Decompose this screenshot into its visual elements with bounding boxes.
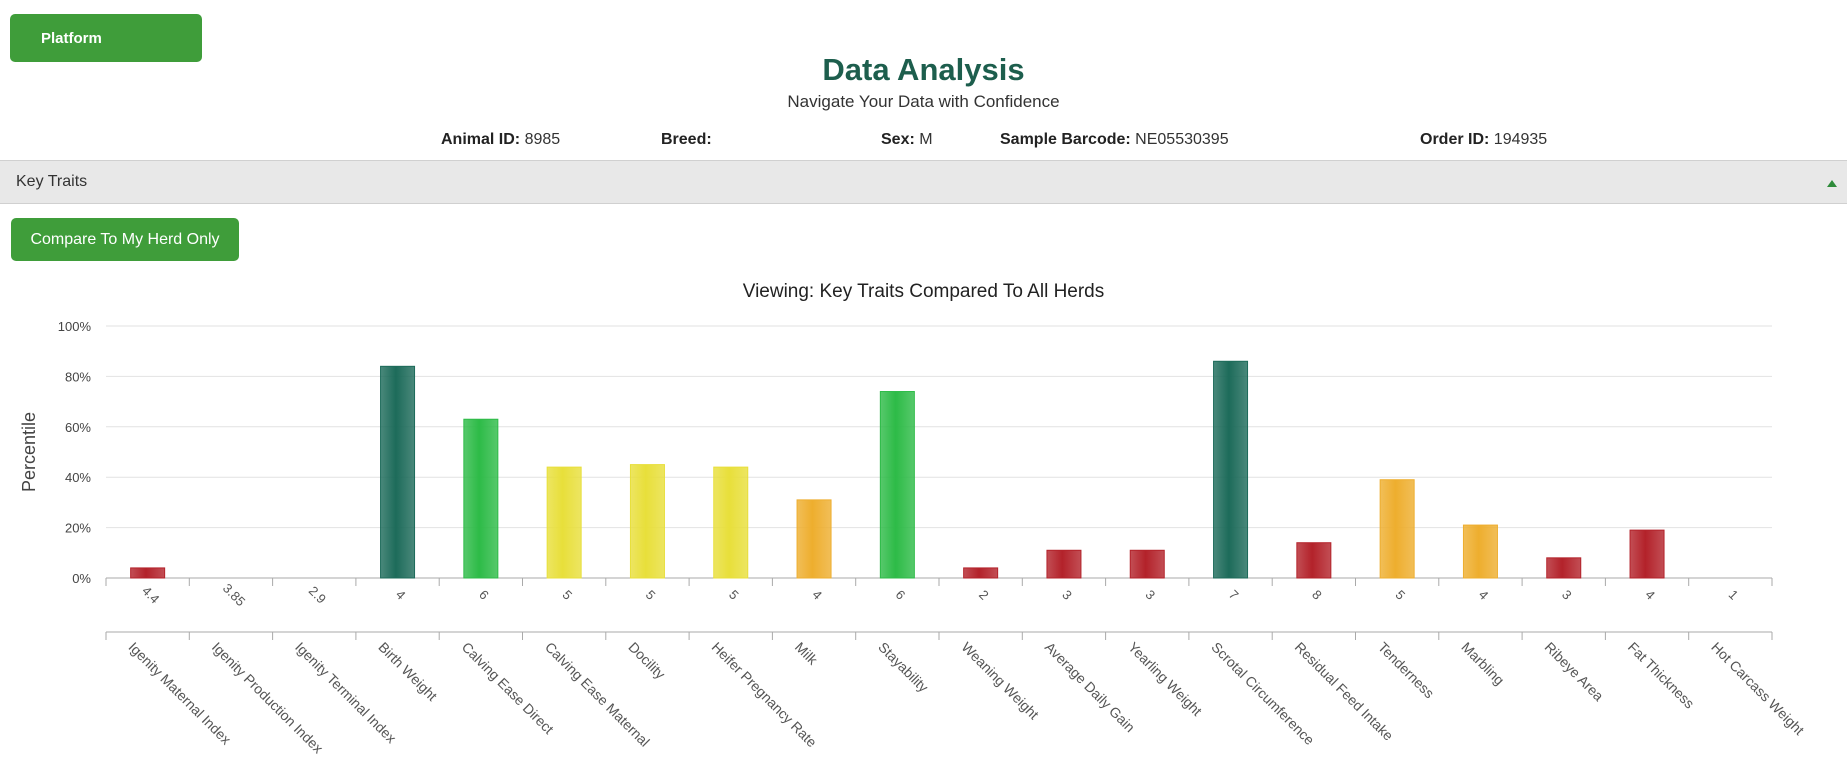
score-label: 4 xyxy=(809,587,825,603)
score-label: 3.85 xyxy=(220,581,249,610)
bar xyxy=(380,365,416,579)
bar xyxy=(463,418,499,579)
barcode-value: NE05530395 xyxy=(1135,131,1229,148)
category-label: Weaning Weight xyxy=(959,639,1043,723)
bar xyxy=(1462,524,1498,579)
category-label: Birth Weight xyxy=(375,639,440,704)
breed-label: Breed: xyxy=(661,131,712,148)
chart-title: Viewing: Key Traits Compared To All Herd… xyxy=(742,281,1105,302)
key-traits-label: Key Traits xyxy=(16,173,88,190)
category-label: Marbling xyxy=(1458,639,1507,688)
score-label: 4 xyxy=(1642,587,1658,603)
category-label: Hot Carcass Weight xyxy=(1708,639,1807,738)
score-label: 3 xyxy=(1559,587,1575,603)
page-subtitle: Navigate Your Data with Confidence xyxy=(787,92,1060,111)
animal-id-label: Animal ID: xyxy=(441,131,521,148)
category-label: Average Daily Gain xyxy=(1042,639,1138,735)
bar xyxy=(1379,479,1415,579)
score-label: 7 xyxy=(1226,587,1242,603)
score-label: 5 xyxy=(559,587,575,603)
score-label: 3 xyxy=(1143,587,1159,603)
bar xyxy=(1129,549,1165,579)
sex-value: M xyxy=(919,131,933,148)
bar xyxy=(1629,529,1665,579)
score-label: 4 xyxy=(393,587,409,603)
score-label: 2 xyxy=(976,587,992,603)
category-label: Docility xyxy=(625,639,668,682)
platform-button[interactable]: Platform xyxy=(10,14,202,62)
order-id-field: Order ID: 194935 xyxy=(1420,131,1547,149)
key-traits-section-header[interactable]: Key Traits xyxy=(0,160,1847,204)
bar xyxy=(796,499,832,579)
score-label: 3 xyxy=(1059,587,1075,603)
category-label: Calving Ease Direct xyxy=(459,639,557,737)
category-label: Ribeye Area xyxy=(1542,639,1607,704)
bar xyxy=(713,466,749,579)
score-label: 1 xyxy=(1726,587,1742,603)
bar xyxy=(629,464,665,579)
barcode-field: Sample Barcode: NE05530395 xyxy=(1000,131,1229,149)
y-tick-label: 80% xyxy=(65,369,91,384)
y-tick-label: 100% xyxy=(58,319,92,334)
score-label: 5 xyxy=(643,587,659,603)
compare-to-my-herd-button[interactable]: Compare To My Herd Only xyxy=(11,218,239,261)
animal-id-value: 8985 xyxy=(524,131,561,148)
order-id-value: 194935 xyxy=(1493,131,1548,148)
score-label: 8 xyxy=(1309,587,1325,603)
barcode-label: Sample Barcode: xyxy=(1000,131,1131,148)
order-id-label: Order ID: xyxy=(1420,131,1490,148)
bar xyxy=(879,391,915,579)
category-label: Tenderness xyxy=(1375,639,1438,702)
y-tick-label: 20% xyxy=(65,521,91,536)
score-label: 6 xyxy=(893,587,909,603)
score-label: 5 xyxy=(1392,587,1408,603)
animal-id-field: Animal ID: 8985 xyxy=(441,131,560,149)
score-label: 4 xyxy=(1476,587,1492,603)
bar xyxy=(1213,360,1249,579)
category-label: Fat Thickness xyxy=(1625,639,1698,712)
y-axis-title: Percentile xyxy=(19,412,39,492)
y-tick-label: 0% xyxy=(72,571,91,586)
bar xyxy=(1296,542,1332,579)
score-label: 4.4 xyxy=(139,583,162,606)
category-label: Stayability xyxy=(875,639,931,695)
bar xyxy=(1546,557,1582,579)
score-label: 2.9 xyxy=(306,583,329,606)
bar xyxy=(963,567,999,579)
y-tick-label: 40% xyxy=(65,470,91,485)
score-label: 5 xyxy=(726,587,742,603)
sex-field: Sex: M xyxy=(881,131,933,149)
category-label: Yearling Weight xyxy=(1125,639,1205,719)
score-label: 6 xyxy=(476,587,492,603)
breed-field: Breed: xyxy=(661,131,712,149)
collapse-up-icon[interactable] xyxy=(1827,180,1837,187)
category-label: Milk xyxy=(792,639,822,669)
bar xyxy=(1046,549,1082,579)
bar xyxy=(130,567,166,579)
sex-label: Sex: xyxy=(881,131,915,148)
bar xyxy=(546,466,582,579)
page-title: Data Analysis xyxy=(822,52,1025,87)
y-tick-label: 60% xyxy=(65,420,91,435)
